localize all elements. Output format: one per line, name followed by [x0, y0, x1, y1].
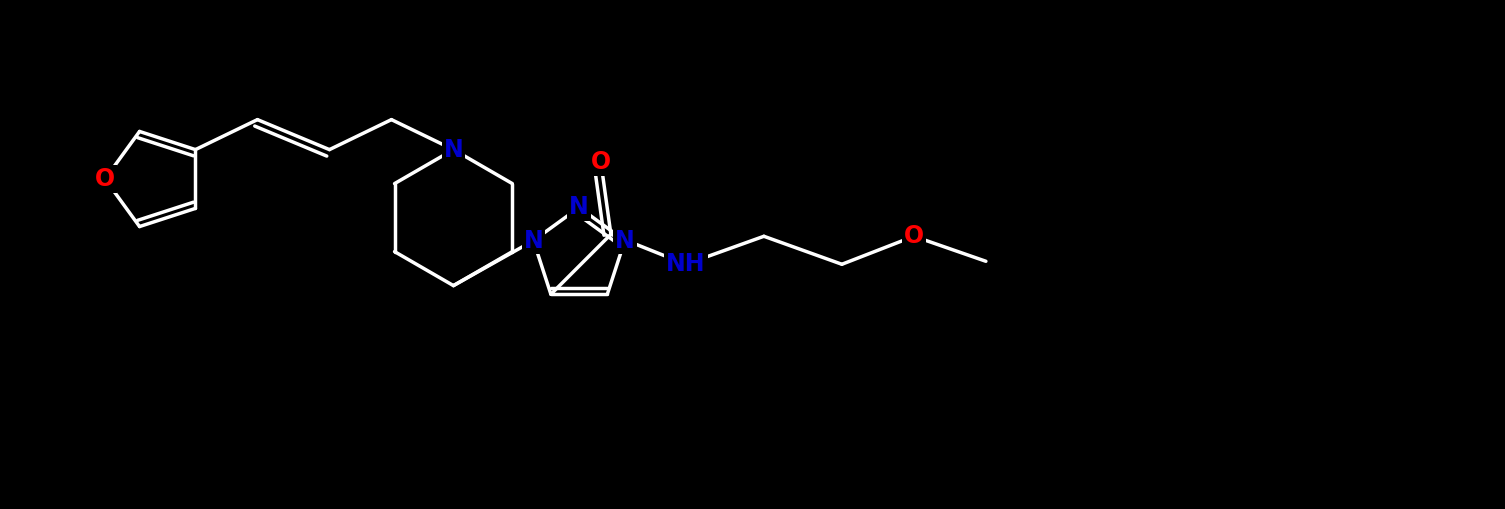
Text: N: N — [569, 195, 588, 219]
Text: N: N — [616, 229, 635, 252]
Text: NH: NH — [667, 252, 706, 276]
Text: O: O — [905, 224, 924, 248]
Text: O: O — [95, 167, 114, 191]
Text: O: O — [591, 150, 611, 174]
Text: N: N — [444, 137, 464, 162]
Text: N: N — [524, 229, 543, 252]
